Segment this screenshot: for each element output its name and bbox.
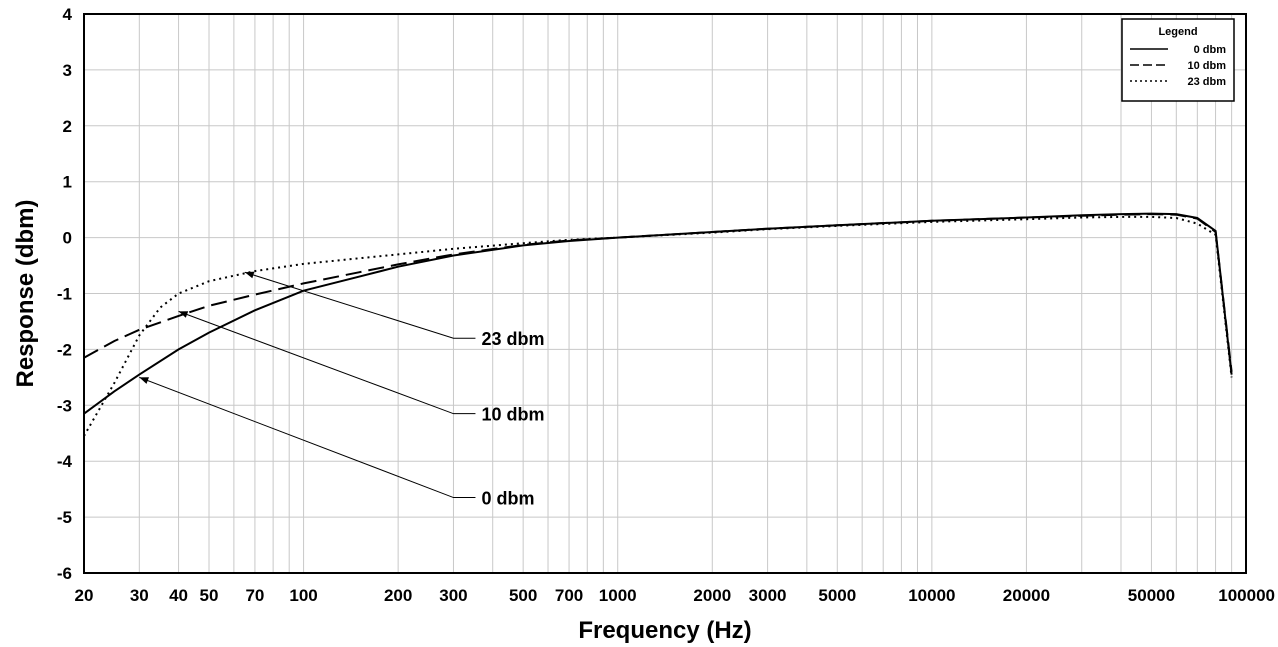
annotation-leader (244, 271, 476, 339)
y-tick-label: -3 (57, 396, 72, 415)
y-axis-ticks: -6 -5 -4 -3 -2 -1 0 1 2 3 4 (57, 5, 73, 583)
x-tick-label: 40 (169, 586, 188, 605)
plot-frame (83, 13, 1247, 574)
x-tick-label: 5000 (818, 586, 856, 605)
x-axis-ticks: 20 30 40 50 70 100 200 300 500 700 1000 2000 3000 500… (75, 586, 1275, 605)
legend-title: Legend (1158, 26, 1197, 38)
x-tick-label: 1000 (599, 586, 637, 605)
x-tick-label: 20 (75, 586, 94, 605)
y-tick-label: 3 (63, 61, 72, 80)
legend-entry-label: 10 dbm (1187, 60, 1226, 72)
y-tick-label: 4 (63, 5, 73, 24)
y-tick-label: 1 (63, 173, 72, 192)
annotation-arrowhead (178, 311, 189, 318)
legend-entries: 0 dbm 10 dbm 23 dbm (1130, 44, 1226, 88)
legend-entry-label: 23 dbm (1187, 76, 1226, 88)
x-tick-label: 20000 (1003, 586, 1050, 605)
legend: Legend 0 dbm 10 dbm 23 dbm (1121, 18, 1235, 102)
x-tick-label: 70 (245, 586, 264, 605)
series-layer (83, 212, 1233, 437)
legend-entry-label: 0 dbm (1194, 44, 1227, 56)
annotation-label: 0 dbm (481, 489, 534, 509)
x-tick-label: 100000 (1218, 586, 1275, 605)
x-tick-label: 200 (384, 586, 412, 605)
x-tick-label: 50 (200, 586, 219, 605)
x-tick-label: 3000 (749, 586, 787, 605)
x-tick-label: 500 (509, 586, 537, 605)
y-tick-label: 2 (63, 117, 72, 136)
annotation-leader (178, 310, 476, 415)
annotation-arrowhead (244, 271, 255, 279)
annotation-label: 23 dbm (481, 329, 544, 349)
y-tick-label: -4 (57, 452, 73, 471)
x-tick-label: 300 (439, 586, 467, 605)
x-axis-title: Frequency (Hz) (578, 617, 751, 644)
annotation-label: 10 dbm (481, 405, 544, 425)
y-tick-label: -1 (57, 285, 72, 304)
x-tick-label: 700 (555, 586, 583, 605)
annotation-arrowhead (139, 377, 149, 384)
x-tick-label: 30 (130, 586, 149, 605)
x-tick-label: 10000 (908, 586, 955, 605)
legend-box (1121, 18, 1235, 102)
series-line-2 (83, 213, 1233, 372)
x-tick-label: 50000 (1128, 586, 1175, 605)
y-axis-title: Response (dbm) (12, 199, 39, 387)
x-tick-label: 100 (289, 586, 317, 605)
y-tick-label: -6 (57, 564, 72, 583)
annotations: 23 dbm 10 dbm 0 dbm (139, 271, 544, 509)
series-line-3 (83, 215, 1233, 437)
y-tick-label: 0 (63, 229, 72, 248)
x-tick-label: 2000 (693, 586, 731, 605)
y-tick-label: -2 (57, 340, 72, 359)
grid (84, 14, 1246, 573)
y-tick-label: -5 (57, 508, 72, 527)
annotation-leader (139, 376, 476, 499)
